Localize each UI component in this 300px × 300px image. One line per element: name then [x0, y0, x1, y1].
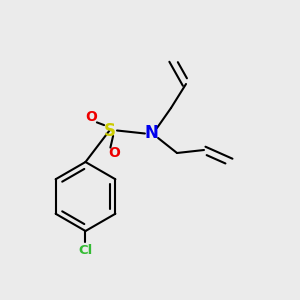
Text: Cl: Cl [78, 244, 93, 256]
Text: O: O [108, 146, 120, 160]
Text: S: S [103, 122, 116, 140]
Text: O: O [85, 110, 98, 124]
Text: N: N [145, 124, 158, 142]
